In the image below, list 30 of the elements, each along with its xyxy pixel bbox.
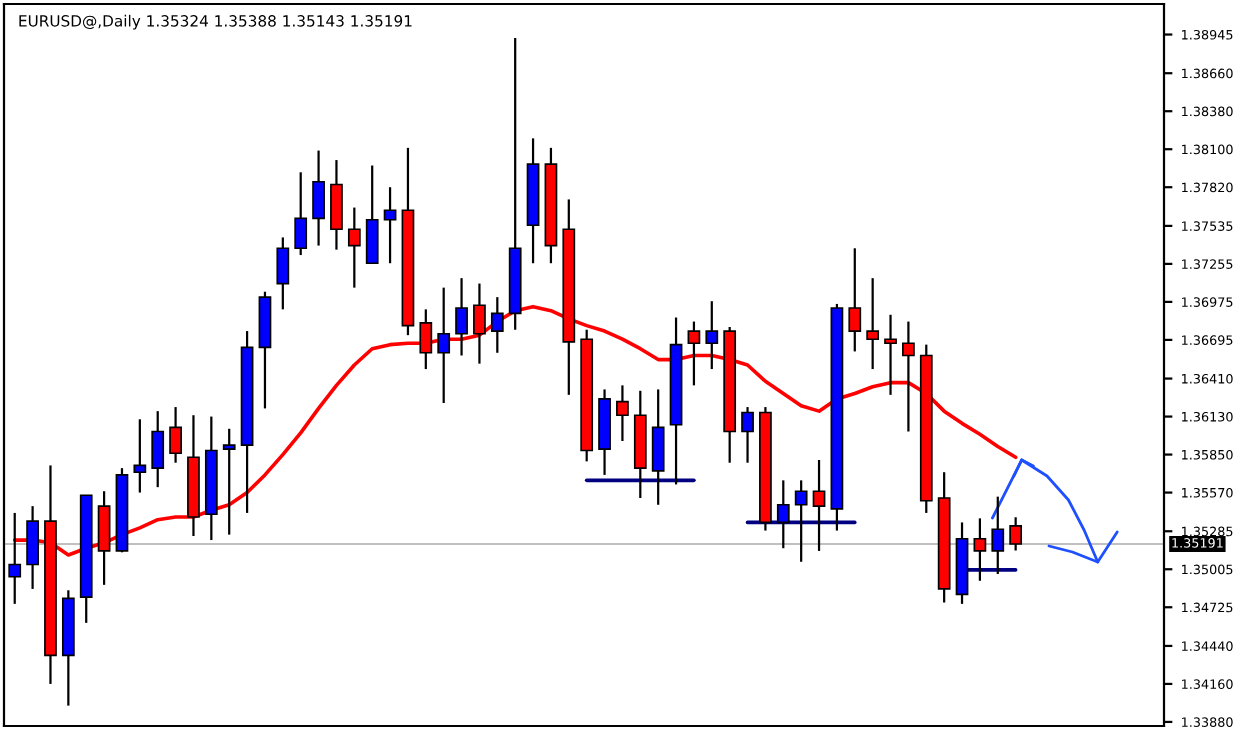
candlestick bbox=[330, 158, 343, 251]
candlestick bbox=[347, 206, 361, 289]
candlestick bbox=[991, 495, 1005, 576]
candlestick bbox=[312, 149, 325, 247]
candlestick bbox=[276, 236, 290, 311]
candlestick bbox=[848, 247, 862, 353]
candlestick bbox=[902, 320, 915, 433]
candlestick bbox=[616, 384, 629, 443]
candlestick bbox=[687, 320, 701, 387]
candlestick bbox=[884, 313, 897, 396]
candlestick bbox=[973, 517, 987, 582]
candlestick bbox=[365, 164, 379, 265]
candlestick bbox=[866, 277, 880, 371]
candlestick bbox=[455, 277, 468, 357]
candlestick bbox=[794, 479, 808, 563]
candlestick bbox=[169, 405, 182, 464]
candlestick bbox=[1009, 516, 1023, 552]
candlestick bbox=[812, 458, 826, 553]
candlestick bbox=[437, 286, 451, 405]
candlestick bbox=[151, 410, 165, 489]
candlestick bbox=[383, 186, 397, 265]
candlestick bbox=[26, 505, 39, 591]
candlestick bbox=[651, 388, 665, 506]
candlestick bbox=[222, 427, 236, 536]
candlestick bbox=[741, 405, 754, 464]
candlestick bbox=[705, 300, 719, 371]
candlestick bbox=[776, 479, 790, 550]
candlestick bbox=[490, 296, 504, 354]
candlestick bbox=[133, 418, 147, 494]
candlestick bbox=[294, 171, 308, 257]
